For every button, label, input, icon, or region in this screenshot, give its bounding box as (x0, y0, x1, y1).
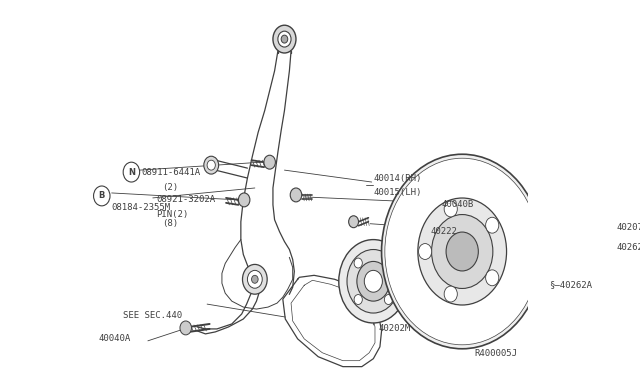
Circle shape (180, 321, 191, 335)
Circle shape (273, 25, 296, 53)
Text: 40040B: 40040B (442, 201, 474, 209)
Text: B: B (99, 192, 105, 201)
Circle shape (123, 162, 140, 182)
Text: 08911-6441A: 08911-6441A (141, 168, 200, 177)
Circle shape (446, 232, 478, 271)
Circle shape (354, 295, 362, 305)
Text: (8): (8) (162, 219, 178, 228)
Text: 08184-2355M: 08184-2355M (111, 203, 171, 212)
Circle shape (357, 262, 390, 301)
Circle shape (347, 250, 399, 313)
Circle shape (486, 270, 499, 286)
Circle shape (486, 217, 499, 233)
Circle shape (207, 160, 215, 170)
Text: 40014(RH): 40014(RH) (373, 174, 422, 183)
Text: R400005J: R400005J (474, 349, 518, 358)
Circle shape (278, 31, 291, 47)
Circle shape (252, 275, 258, 283)
Circle shape (281, 35, 288, 43)
Circle shape (204, 156, 219, 174)
Circle shape (557, 235, 577, 259)
Text: 40015(LH): 40015(LH) (373, 189, 422, 198)
Circle shape (418, 198, 506, 305)
Circle shape (93, 186, 110, 206)
Circle shape (354, 258, 362, 268)
Text: N: N (128, 168, 135, 177)
Text: 40222: 40222 (431, 227, 458, 236)
Circle shape (248, 270, 262, 288)
Circle shape (419, 244, 432, 259)
Circle shape (431, 215, 493, 288)
Text: 40040A: 40040A (99, 334, 131, 343)
Circle shape (339, 240, 408, 323)
Circle shape (563, 241, 572, 253)
Text: (2): (2) (162, 183, 178, 192)
Text: PIN(2): PIN(2) (156, 210, 188, 219)
Circle shape (364, 270, 382, 292)
Circle shape (385, 295, 392, 305)
Circle shape (444, 286, 458, 302)
Text: 40207: 40207 (617, 223, 640, 232)
Text: §—40262A: §—40262A (549, 280, 593, 289)
Circle shape (290, 188, 301, 202)
Text: 40262: 40262 (617, 243, 640, 252)
Circle shape (264, 155, 275, 169)
Text: 08921-3202A: 08921-3202A (156, 195, 215, 204)
Circle shape (349, 216, 358, 228)
Circle shape (385, 258, 392, 268)
Circle shape (238, 193, 250, 207)
Text: 40202M: 40202M (378, 324, 410, 333)
Circle shape (243, 264, 267, 294)
Circle shape (385, 158, 540, 345)
Circle shape (444, 201, 458, 217)
Circle shape (381, 154, 543, 349)
Text: SEE SEC.440: SEE SEC.440 (123, 311, 182, 320)
